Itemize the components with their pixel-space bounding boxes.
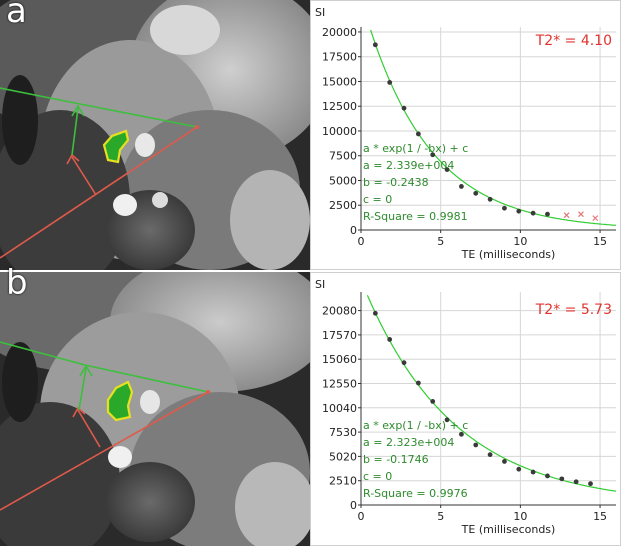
roi-region-a — [102, 129, 130, 164]
y-tick-label: 5020 — [329, 450, 357, 463]
chart-a: 0 2500 5000 7500 10000 12500 15000 17500 20000 0 5… — [310, 0, 621, 270]
fit-parameter-text: a * exp(1 / -bx) + c — [363, 419, 468, 432]
x-axis-label: TE (milliseconds) — [461, 523, 556, 536]
excluded-point — [563, 212, 570, 219]
x-tick-label: 0 — [358, 510, 365, 523]
data-point — [473, 190, 479, 196]
y-tick-label: 7500 — [329, 150, 357, 163]
excluded-point — [578, 211, 584, 218]
data-point — [473, 442, 479, 448]
y-tick-label: 0 — [350, 499, 357, 512]
chart-frame — [310, 272, 621, 546]
data-point — [487, 452, 493, 458]
fit-parameter-text: b = -0.1746 — [363, 453, 429, 466]
x-tick-label: 10 — [513, 510, 527, 523]
data-point — [401, 360, 407, 366]
x-tick-label: 10 — [513, 235, 527, 248]
panel-letter-a: a — [6, 0, 27, 31]
panel-letter-b: b — [6, 263, 28, 303]
fit-parameter-text: c = 0 — [363, 193, 392, 206]
data-point — [530, 469, 536, 475]
y-tick-label: 2500 — [329, 199, 357, 212]
fit-parameter-text: c = 0 — [363, 470, 392, 483]
y-tick-label: 10040 — [322, 402, 357, 415]
roi-region-b — [106, 380, 134, 422]
data-point — [387, 337, 393, 342]
y-axis-label: SI — [315, 278, 325, 291]
data-point — [487, 196, 493, 202]
y-tick-label: 17500 — [322, 51, 357, 64]
data-point — [459, 184, 464, 189]
excluded-point — [592, 215, 599, 222]
data-point — [573, 479, 579, 485]
data-point — [516, 208, 522, 214]
y-tick-label: 10000 — [322, 125, 357, 138]
excluded-mark — [578, 211, 584, 218]
y-tick-label: 12500 — [322, 100, 357, 113]
panel-b: b 0 2510 5020 7530 10040 12550 15060 17570 20080… — [0, 266, 621, 546]
y-tick-label: 17570 — [322, 329, 357, 342]
data-point — [430, 152, 436, 158]
red-line-a — [0, 126, 198, 259]
data-point — [588, 481, 593, 487]
data-point — [372, 42, 378, 48]
y-tick-label: 20080 — [322, 305, 357, 318]
data-point — [502, 205, 507, 211]
data-point — [430, 399, 436, 404]
chart-frame — [310, 0, 621, 270]
excluded-mark — [563, 212, 570, 219]
t2-star-label: T2* = 4.10 — [535, 33, 612, 49]
y-tick-label: 5000 — [329, 174, 357, 187]
excluded-mark — [592, 215, 599, 222]
data-point — [415, 131, 421, 137]
y-tick-label: 7530 — [329, 426, 357, 439]
fit-parameter-text: b = -0.2438 — [363, 176, 429, 189]
y-tick-label: 20000 — [322, 26, 357, 39]
data-point — [545, 211, 550, 217]
data-point — [516, 466, 522, 472]
data-point — [387, 80, 393, 85]
data-point — [530, 210, 536, 216]
green-line-b — [0, 341, 86, 366]
data-point — [559, 476, 565, 482]
x-tick-label: 0 — [358, 235, 365, 248]
red-line-b — [0, 391, 209, 511]
data-point — [372, 310, 378, 316]
fit-parameter-text: R-Square = 0.9981 — [363, 210, 468, 223]
green-line-a — [0, 87, 76, 104]
x-tick-label: 15 — [593, 510, 607, 523]
data-point — [502, 459, 507, 464]
data-point — [401, 105, 407, 111]
panel-a: a 0 2500 5000 7500 10000 12500 15000 17500 20000… — [0, 0, 621, 270]
y-tick-label: 0 — [350, 224, 357, 237]
mri-image-a — [0, 0, 310, 270]
data-point — [444, 167, 450, 172]
t2-star-label: T2* = 5.73 — [535, 302, 612, 318]
x-tick-label: 5 — [437, 235, 444, 248]
y-tick-label: 15060 — [322, 353, 357, 366]
fit-parameter-text: a * exp(1 / -bx) + c — [363, 142, 468, 155]
chart-b: 0 2510 5020 7530 10040 12550 15060 17570 20080 0 5… — [310, 272, 621, 546]
data-point — [444, 417, 450, 423]
x-tick-label: 15 — [593, 235, 607, 248]
y-tick-label: 12550 — [322, 377, 357, 390]
fit-curve — [370, 29, 617, 226]
x-axis-label: TE (milliseconds) — [461, 248, 556, 261]
data-point — [415, 380, 421, 386]
y-tick-label: 2510 — [329, 475, 357, 488]
mri-image-b — [0, 272, 310, 546]
data-point — [545, 473, 550, 479]
y-axis-label: SI — [315, 6, 325, 19]
x-tick-label: 5 — [437, 510, 444, 523]
fit-parameter-text: R-Square = 0.9976 — [363, 487, 468, 500]
fit-parameter-text: a = 2.339e+004 — [363, 159, 454, 172]
y-tick-label: 15000 — [322, 75, 357, 88]
fit-parameter-text: a = 2.323e+004 — [363, 436, 454, 449]
data-point — [459, 431, 464, 437]
